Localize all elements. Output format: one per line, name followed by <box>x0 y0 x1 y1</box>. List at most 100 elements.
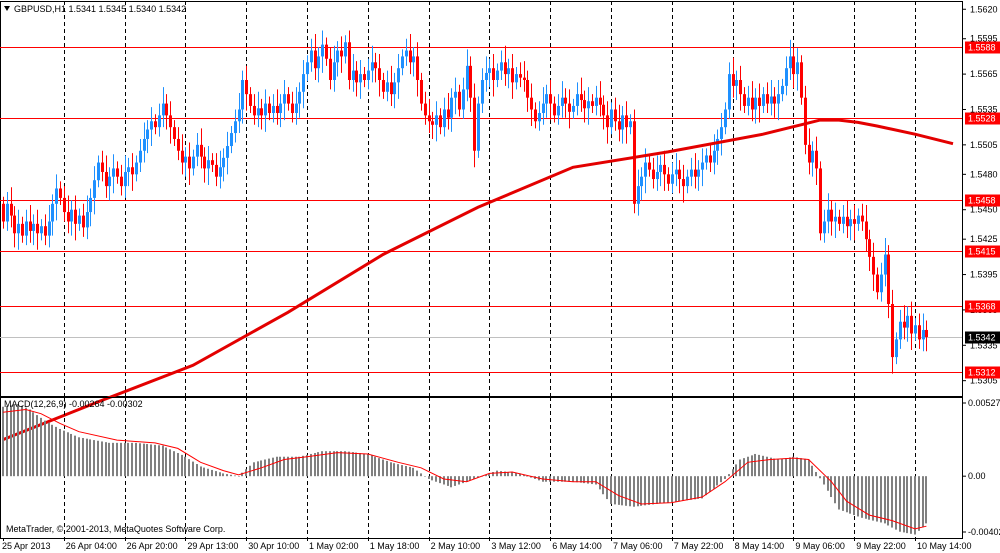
candle-body <box>371 62 374 71</box>
candle-body <box>382 80 385 92</box>
candle-body <box>545 94 548 104</box>
candle-body <box>302 74 305 92</box>
candle <box>511 54 514 99</box>
candle-body <box>751 97 754 110</box>
candle-body <box>169 115 172 128</box>
candle-body <box>207 160 210 169</box>
candle-body <box>530 97 533 110</box>
candle <box>618 104 621 142</box>
candle-body <box>439 115 442 128</box>
candle <box>428 98 431 134</box>
current-price-tag <box>965 331 1000 344</box>
candle <box>317 46 320 83</box>
candle-body <box>344 42 347 57</box>
candle-body <box>701 162 704 170</box>
candle-body <box>925 329 928 338</box>
candle <box>74 195 77 241</box>
candle-body <box>340 50 343 57</box>
candle <box>245 65 248 111</box>
macd-histogram-bar <box>317 452 319 477</box>
candle-body <box>226 146 229 158</box>
candle-body <box>682 179 685 187</box>
candle-body <box>97 162 100 181</box>
macd-histogram-bar <box>808 459 810 477</box>
candle <box>412 46 415 77</box>
macd-histogram-bar <box>823 476 825 485</box>
price-pane: 1.5620 1.5595 1.5565 1.5535 1.5505 1.5480 1.54… <box>0 1 1000 441</box>
candle <box>686 169 689 194</box>
candle-body <box>150 121 153 130</box>
candle <box>321 30 324 73</box>
candle <box>792 46 795 89</box>
candle-body <box>200 144 203 157</box>
candle <box>640 167 643 201</box>
candle <box>492 54 495 97</box>
macd-histogram-bar <box>393 463 395 477</box>
macd-histogram-bar <box>74 435 76 477</box>
macd-histogram-bar <box>158 445 160 477</box>
candle-body <box>899 321 902 340</box>
macd-histogram-bar <box>101 441 103 477</box>
candle <box>367 58 370 90</box>
candle <box>177 127 180 161</box>
candle <box>124 155 127 198</box>
macd-histogram-bar <box>914 476 916 535</box>
candle <box>739 65 742 111</box>
candle-body <box>162 103 165 116</box>
candle-body <box>120 176 123 187</box>
candle-body <box>257 108 260 116</box>
macd-histogram-bar <box>648 476 650 505</box>
macd-histogram-bar <box>321 451 323 477</box>
candle-body <box>614 109 617 122</box>
candle-body <box>211 160 214 165</box>
candle <box>530 83 533 126</box>
macd-histogram-bar <box>466 476 468 482</box>
macd-histogram-bar <box>910 476 912 534</box>
candle-body <box>222 157 225 168</box>
candle <box>105 155 108 198</box>
macd-histogram-bar <box>32 412 34 477</box>
macd-histogram-bar <box>899 476 901 532</box>
candle-body <box>587 101 590 109</box>
candle-body <box>13 215 16 234</box>
candle-body <box>868 239 871 257</box>
macd-histogram-bar <box>621 476 623 506</box>
candle <box>272 94 275 123</box>
candle <box>614 97 617 131</box>
macd-histogram-bar <box>887 476 889 526</box>
candle <box>340 36 343 73</box>
macd-histogram-bar <box>287 456 289 477</box>
candle <box>663 150 666 191</box>
candle <box>918 313 921 349</box>
candle <box>572 98 575 119</box>
candle-body <box>333 62 336 80</box>
candle-body <box>857 215 860 224</box>
candle <box>101 150 104 182</box>
macd-histogram-bar <box>591 476 593 485</box>
candle <box>500 50 503 80</box>
chart-dropdown-icon[interactable] <box>4 6 10 11</box>
macd-histogram-bar <box>63 430 65 477</box>
candle-body <box>583 100 586 109</box>
candle <box>238 92 241 134</box>
level-price-label: 1.5458 <box>968 196 996 206</box>
candle-body <box>690 169 693 177</box>
macd-histogram-bar <box>6 406 8 477</box>
candle-body <box>640 176 643 187</box>
macd-y-tick-label: -0.00402 <box>968 527 1000 537</box>
candle <box>431 111 434 139</box>
y-tick-label: 1.5535 <box>970 104 998 114</box>
y-tick-label: 1.5620 <box>970 4 998 14</box>
candle <box>131 153 134 191</box>
candle-body <box>808 144 811 163</box>
current-price-label: 1.5342 <box>968 333 996 343</box>
candle-body <box>314 50 317 69</box>
candle-body <box>732 74 735 86</box>
macd-histogram-bar <box>876 476 878 522</box>
candle <box>857 208 860 231</box>
candle-body <box>602 104 605 116</box>
candle-body <box>568 103 571 112</box>
candle-body <box>656 171 659 180</box>
candle-body <box>329 58 332 80</box>
